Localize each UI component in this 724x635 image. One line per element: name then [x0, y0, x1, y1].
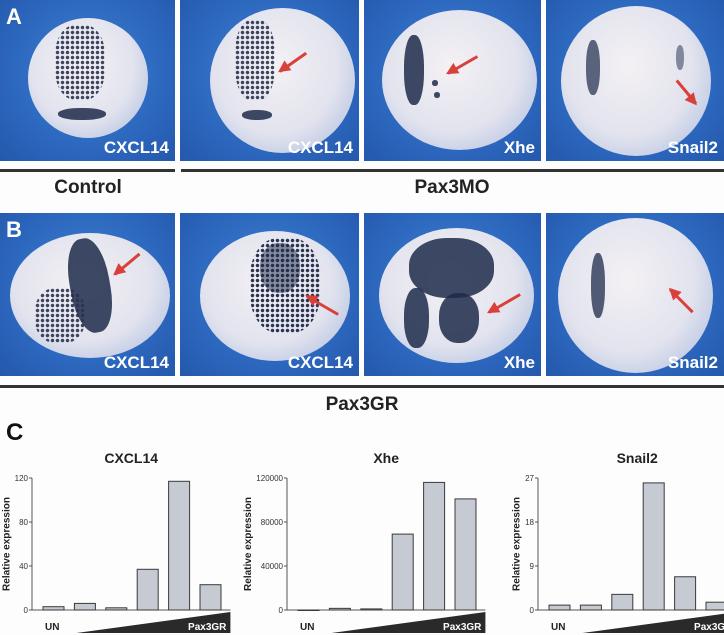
panel-letter-b: B	[6, 217, 22, 242]
bar	[705, 601, 724, 611]
photo-a4: Snail2	[546, 0, 724, 161]
bar	[168, 480, 191, 611]
y-tick-label: 40	[19, 562, 28, 571]
divider-pax3mo	[181, 169, 724, 172]
photo-b1: B CXCL14	[0, 213, 175, 376]
bar	[674, 576, 697, 611]
y-tick-label: 0	[279, 606, 284, 615]
bar	[42, 606, 65, 611]
bar	[611, 593, 634, 611]
y-axis-label: Relative expression	[243, 497, 254, 591]
divider-pax3gr	[0, 385, 724, 388]
bar	[454, 498, 477, 611]
photo-a3: Xhe	[364, 0, 541, 161]
x-label-pax3gr: Pax3GR	[694, 622, 724, 633]
bar	[297, 609, 320, 611]
photo-label: Snail2	[667, 353, 718, 372]
photo-b3: Xhe	[364, 213, 541, 376]
bar	[423, 481, 446, 611]
y-tick-label: 120000	[256, 474, 283, 483]
y-tick-label: 0	[530, 606, 535, 615]
y-axis-label: Relative expression	[512, 497, 523, 591]
panel-letter-c: C	[6, 419, 24, 446]
dose-triangle	[582, 613, 724, 633]
y-tick-label: 9	[530, 562, 535, 571]
photo-a1: A CXCL14	[0, 0, 175, 161]
photo-a2: CXCL14	[180, 0, 359, 161]
bar	[360, 608, 383, 611]
bar	[73, 602, 96, 611]
photo-label: Xhe	[503, 138, 535, 157]
y-tick-label: 80	[19, 518, 28, 527]
y-tick-label: 0	[24, 606, 29, 615]
group-label-pax3gr: Pax3GR	[325, 394, 399, 415]
y-tick-label: 27	[525, 474, 534, 483]
photo-label: CXCL14	[287, 138, 353, 157]
bar	[328, 607, 351, 611]
group-label-pax3mo: Pax3MO	[414, 177, 490, 198]
photo-b4: Snail2	[546, 213, 724, 376]
bar	[642, 482, 665, 611]
dose-triangle	[76, 612, 231, 633]
group-label-control: Control	[54, 177, 122, 198]
y-tick-label: 120	[15, 474, 29, 483]
y-tick-label: 18	[525, 518, 534, 527]
chart-title: Snail2	[617, 450, 658, 466]
divider-control	[0, 169, 175, 172]
x-label-pax3gr: Pax3GR	[188, 622, 227, 633]
x-label-un: UN	[300, 622, 314, 633]
x-label-un: UN	[45, 622, 59, 633]
photo-label: CXCL14	[103, 353, 169, 372]
bar	[199, 584, 222, 611]
chart-title: Xhe	[373, 450, 399, 466]
photo-label: Snail2	[667, 138, 718, 157]
photo-label: CXCL14	[103, 138, 169, 157]
chart-title: CXCL14	[104, 450, 158, 466]
x-label-pax3gr: Pax3GR	[443, 622, 482, 633]
dose-triangle	[331, 612, 486, 633]
photo-b2: CXCL14	[180, 213, 359, 376]
y-tick-label: 40000	[261, 562, 284, 571]
y-tick-label: 80000	[261, 518, 284, 527]
bar	[105, 607, 128, 611]
bar	[391, 533, 414, 611]
bar	[136, 568, 159, 611]
bar	[548, 604, 571, 611]
x-label-un: UN	[551, 622, 565, 633]
y-axis-label: Relative expression	[2, 497, 13, 591]
panel-letter-a: A	[6, 4, 22, 29]
photo-label: Xhe	[503, 353, 535, 372]
photo-label: CXCL14	[287, 353, 353, 372]
bar	[579, 604, 602, 611]
